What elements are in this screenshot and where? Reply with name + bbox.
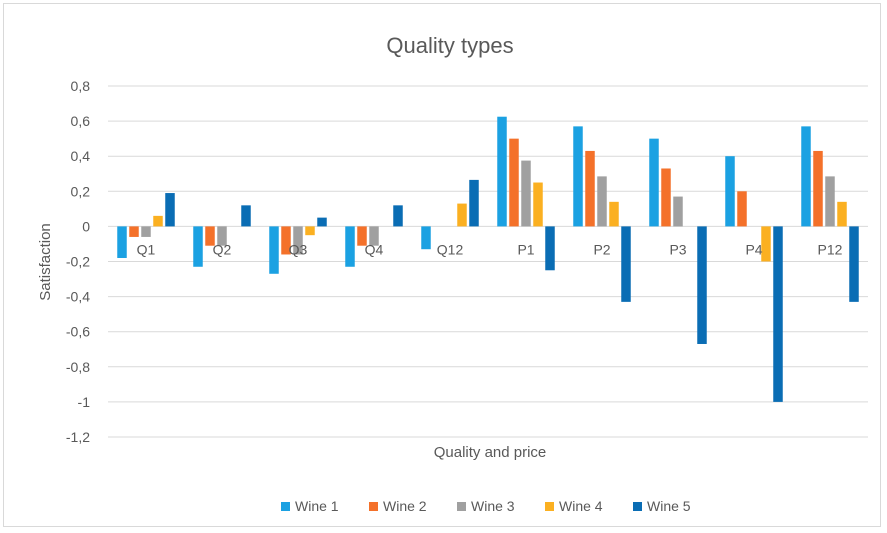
bar-wine-2-p4 — [737, 191, 747, 227]
bar-wine-1-p1 — [497, 116, 507, 227]
gridlines — [108, 85, 868, 438]
y-tick-label: 0,4 — [71, 148, 91, 164]
bar-wine-3-p1 — [521, 160, 531, 227]
bar-wine-4-q1 — [153, 215, 163, 227]
bar-wine-1-q1 — [117, 226, 127, 258]
bar-wine-4-q12 — [457, 203, 467, 227]
bar-wine-2-q4 — [357, 226, 367, 246]
bar-wine-4-p4 — [761, 226, 771, 262]
bar-wine-1-p12 — [801, 126, 811, 227]
y-tick-label: 0 — [82, 218, 90, 234]
legend-swatch — [457, 502, 466, 511]
legend-swatch — [633, 502, 642, 511]
x-tick-label: Q12 — [437, 241, 464, 257]
x-tick-label: Q1 — [137, 241, 156, 257]
chart-title: Quality types — [386, 33, 513, 58]
bar-wine-5-p2 — [621, 226, 631, 302]
x-tick-label: P12 — [818, 241, 843, 257]
legend-swatch — [281, 502, 290, 511]
bar-wine-3-q4 — [369, 226, 379, 246]
y-tick-label: -0,8 — [66, 359, 90, 375]
bar-wine-5-q2 — [241, 205, 251, 227]
bar-wine-4-p12 — [837, 201, 847, 227]
bar-wine-1-q2 — [193, 226, 203, 267]
bar-wine-2-p1 — [509, 138, 519, 227]
bar-wine-1-q12 — [421, 226, 431, 250]
bar-wine-4-q3 — [305, 226, 315, 236]
bars — [117, 116, 859, 402]
bar-wine-3-p2 — [597, 176, 607, 227]
bar-wine-5-q12 — [469, 179, 479, 227]
bar-wine-5-q3 — [317, 217, 327, 227]
y-tick-label: -0,6 — [66, 324, 90, 340]
legend-swatch — [369, 502, 378, 511]
bar-wine-1-q3 — [269, 226, 279, 274]
bar-wine-5-p12 — [849, 226, 859, 302]
bar-wine-1-q4 — [345, 226, 355, 267]
x-tick-label: Q3 — [289, 241, 308, 257]
y-tick-label: 0,2 — [71, 183, 91, 199]
bar-wine-1-p3 — [649, 138, 659, 227]
y-tick-label: 0,8 — [71, 78, 91, 94]
bar-wine-4-p2 — [609, 201, 619, 227]
chart-frame — [3, 3, 881, 527]
legend-swatch — [545, 502, 554, 511]
bar-wine-2-q2 — [205, 226, 215, 246]
y-tick-label: 0,6 — [71, 113, 91, 129]
bar-wine-5-p4 — [773, 226, 783, 402]
legend-label: Wine 4 — [559, 498, 603, 514]
legend-label: Wine 2 — [383, 498, 427, 514]
x-tick-label: P1 — [517, 241, 534, 257]
legend: Wine 1 Wine 2 Wine 3 Wine 4 Wine 5 — [281, 498, 691, 514]
legend-label: Wine 1 — [295, 498, 339, 514]
x-axis-title: Quality and price — [434, 444, 547, 461]
bar-wine-2-p2 — [585, 150, 595, 227]
legend-label: Wine 5 — [647, 498, 691, 514]
bar-wine-3-p3 — [673, 196, 683, 227]
bar-wine-2-p3 — [661, 168, 671, 227]
bar-wine-3-q1 — [141, 226, 151, 237]
bar-wine-3-q3 — [293, 226, 303, 255]
y-tick-label: -1 — [78, 394, 91, 410]
bar-wine-5-p3 — [697, 226, 707, 344]
bar-wine-2-q3 — [281, 226, 291, 255]
bar-wine-1-p4 — [725, 156, 735, 227]
bar-wine-4-p1 — [533, 182, 543, 227]
bar-wine-3-p12 — [825, 176, 835, 227]
x-tick-label: P3 — [669, 241, 686, 257]
bar-wine-1-p2 — [573, 126, 583, 227]
bar-wine-5-q4 — [393, 205, 403, 227]
x-axis-ticks: Q1 Q2 Q3 Q4 Q12 P1 P2 P3 P4 P12 — [137, 241, 843, 257]
y-axis-title: Satisfaction — [37, 223, 54, 301]
x-tick-label: Q2 — [213, 241, 232, 257]
y-axis-ticks: 0,8 0,6 0,4 0,2 0 -0,2 -0,4 -0,6 -0,8 -1 -1,2 — [66, 78, 90, 445]
y-tick-label: -1,2 — [66, 429, 90, 445]
bar-wine-3-q2 — [217, 226, 227, 246]
bar-wine-5-q1 — [165, 193, 175, 227]
x-tick-label: P2 — [593, 241, 610, 257]
bar-wine-2-q1 — [129, 226, 139, 237]
bar-wine-2-p12 — [813, 150, 823, 227]
legend-label: Wine 3 — [471, 498, 515, 514]
bar-wine-5-p1 — [545, 226, 555, 271]
x-tick-label: P4 — [745, 241, 762, 257]
y-tick-label: -0,2 — [66, 254, 90, 270]
x-tick-label: Q4 — [365, 241, 384, 257]
y-tick-label: -0,4 — [66, 289, 90, 305]
